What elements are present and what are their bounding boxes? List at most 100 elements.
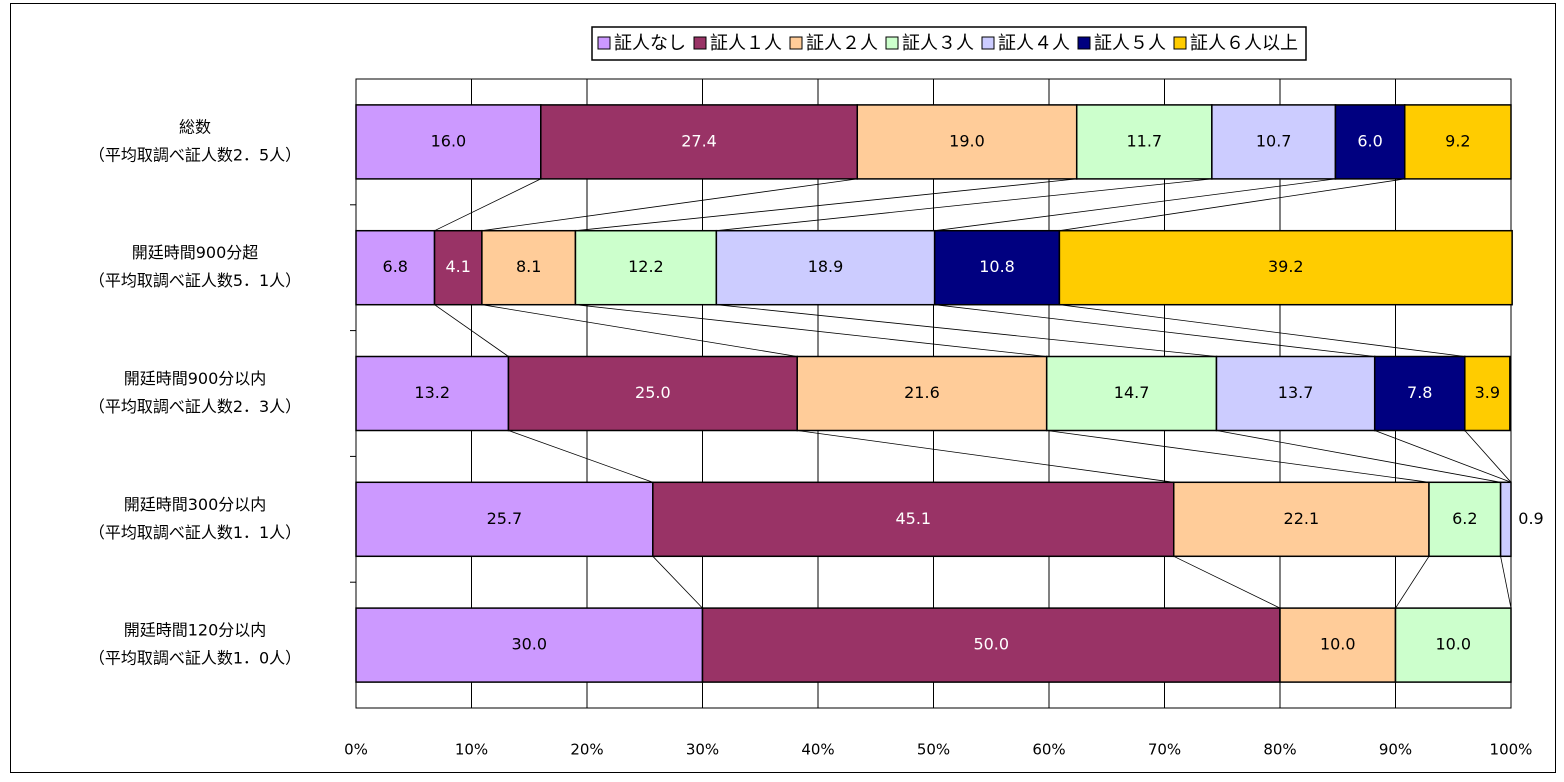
x-tick-label: 10%: [455, 741, 488, 759]
bar-segment: [1464, 355, 1511, 432]
data-label: 11.7: [1126, 131, 1162, 150]
bar-segment: [355, 607, 704, 683]
series-line: [716, 178, 1212, 232]
data-label: 0.9: [1518, 509, 1543, 528]
series-line: [575, 178, 1077, 232]
x-tick-label: 20%: [570, 741, 603, 759]
data-label: 10.7: [1256, 131, 1292, 150]
data-label: 6.2: [1452, 509, 1477, 528]
data-label: 30.0: [511, 635, 547, 654]
bar-segment: [1403, 104, 1512, 180]
data-label: 13.2: [414, 383, 450, 402]
data-label: 50.0: [973, 635, 1009, 654]
data-label: 18.9: [808, 257, 844, 276]
bar-segment: [1211, 104, 1337, 180]
series-line: [934, 304, 1375, 357]
series-line: [434, 304, 509, 357]
bar-segment: [1428, 481, 1502, 558]
bar-segment: [856, 104, 1078, 180]
data-label: 21.6: [904, 383, 940, 402]
legend-swatch: [885, 36, 899, 50]
data-label: 9.2: [1445, 131, 1470, 150]
y-tick-label: （平均取調べ証人数1．1人）: [89, 523, 301, 542]
bar-segment: [796, 355, 1048, 432]
legend: 証人なし 証人１人 証人２人 証人３人 証人４人 証人５人 証人６人以上: [591, 26, 1307, 61]
legend-swatch: [597, 36, 611, 50]
series-line: [934, 178, 1336, 232]
bar-segment: [1334, 104, 1406, 180]
data-label: 8.1: [516, 257, 541, 276]
y-tick-label: （平均取調べ証人数5．1人）: [89, 271, 301, 290]
bar-segment: [574, 229, 718, 306]
bar-segment: [1499, 481, 1512, 558]
series-line: [481, 178, 858, 232]
bar-segment: [933, 229, 1061, 306]
legend-swatch: [1173, 36, 1187, 50]
x-tick-label: 90%: [1379, 741, 1412, 759]
series-line: [652, 556, 703, 609]
series-line: [1374, 430, 1512, 483]
bar-segment: [701, 607, 1281, 683]
data-label: 13.7: [1278, 383, 1314, 402]
x-tick-label: 60%: [1032, 741, 1065, 759]
legend-label: 証人３人: [902, 33, 974, 54]
data-label: 27.4: [681, 131, 717, 150]
data-label: 10.8: [979, 257, 1015, 276]
series-line: [1395, 556, 1430, 609]
data-label: 4.1: [445, 257, 470, 276]
x-tick-label: 40%: [801, 741, 834, 759]
bar-segment: [1279, 607, 1397, 683]
data-label: 12.2: [628, 257, 664, 276]
series-line: [1059, 178, 1405, 232]
series-line: [481, 304, 798, 357]
data-label: 19.0: [949, 131, 985, 150]
series-line: [1216, 430, 1501, 483]
series-line: [1464, 430, 1512, 483]
data-label: 45.1: [895, 509, 931, 528]
x-tick-label: 100%: [1490, 741, 1533, 759]
y-tick-label: （平均取調べ証人数2．5人）: [89, 145, 301, 164]
series-line: [716, 304, 1217, 357]
y-tick-label: 開廷時間900分超: [132, 243, 259, 262]
data-label: 25.7: [487, 509, 523, 528]
bar-segment: [1075, 104, 1213, 180]
x-tick-label: 80%: [1263, 741, 1296, 759]
bar-segment: [1394, 607, 1512, 683]
series-line: [797, 430, 1174, 483]
legend-swatch: [789, 36, 803, 50]
series-line: [1500, 556, 1512, 609]
legend-label: 証人なし: [614, 33, 686, 54]
data-label: 6.0: [1357, 131, 1382, 150]
bar-segment: [355, 104, 542, 180]
legend-label: 証人２人: [806, 33, 878, 54]
y-tick-label: （平均取調べ証人数1．0人）: [89, 649, 301, 668]
bar-segment: [507, 355, 798, 432]
bar-segment: [1058, 229, 1513, 306]
legend-box: [591, 26, 1307, 61]
x-tick-label: 70%: [1148, 741, 1181, 759]
bar-segment: [481, 229, 577, 306]
data-label: 39.2: [1268, 257, 1304, 276]
legend-label: 証人６人以上: [1190, 33, 1298, 54]
bar-segment: [355, 355, 510, 432]
bar-segment: [355, 481, 654, 558]
data-label: 16.0: [431, 131, 467, 150]
data-label: 10.0: [1435, 635, 1471, 654]
series-line: [1173, 555, 1281, 609]
legend-swatch: [1077, 36, 1091, 50]
x-tick-label: 30%: [686, 741, 719, 759]
data-label: 10.0: [1320, 635, 1356, 654]
y-tick-label: 開廷時間120分以内: [124, 621, 267, 640]
legend-label: 証人１人: [710, 33, 782, 54]
data-label: 22.1: [1284, 509, 1320, 528]
data-label: 3.9: [1475, 383, 1500, 402]
legend-label: 証人４人: [998, 33, 1070, 54]
bar-segment: [540, 104, 859, 180]
legend-swatch: [693, 36, 707, 50]
y-tick-label: 開廷時間300分以内: [124, 495, 267, 514]
y-tick-label: 開廷時間900分以内: [124, 369, 267, 388]
data-label: 14.7: [1114, 383, 1150, 402]
y-tick-label: （平均取調べ証人数2．3人）: [89, 397, 301, 416]
bar-segment: [433, 229, 483, 306]
